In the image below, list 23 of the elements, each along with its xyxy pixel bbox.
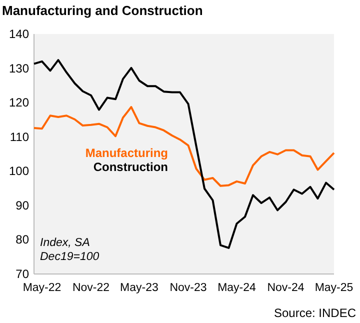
y-tick-label: 120 [8, 96, 30, 110]
y-tick-label: 100 [8, 164, 30, 178]
y-tick-label: 70 [16, 267, 30, 281]
series-label: Manufacturing [85, 146, 168, 160]
y-tick-label: 140 [8, 27, 30, 41]
line-series [33, 59, 335, 249]
x-tick-label: May-22 [22, 282, 62, 294]
text: Construction [93, 160, 168, 174]
x-tick-label: Nov-24 [267, 282, 305, 294]
x-tick-label: Nov-23 [170, 282, 207, 294]
annotation: Index, SA [40, 237, 90, 249]
line-series [33, 106, 335, 187]
y-tick-label: 80 [16, 232, 30, 247]
x-tick-label: May-25 [314, 282, 354, 294]
y-tick-label: 130 [8, 61, 30, 76]
x-tick-label: May-23 [120, 282, 158, 294]
chart-title: Manufacturing and Construction [2, 3, 203, 18]
y-tick-label: 110 [10, 130, 30, 144]
x-tick-label: Nov-22 [72, 282, 110, 294]
annotation: Dec19=100 [40, 251, 100, 263]
source-note: Source: INDEC [274, 306, 356, 320]
x-tick-label: May-24 [218, 282, 257, 294]
y-tick-label: 90 [16, 198, 30, 212]
